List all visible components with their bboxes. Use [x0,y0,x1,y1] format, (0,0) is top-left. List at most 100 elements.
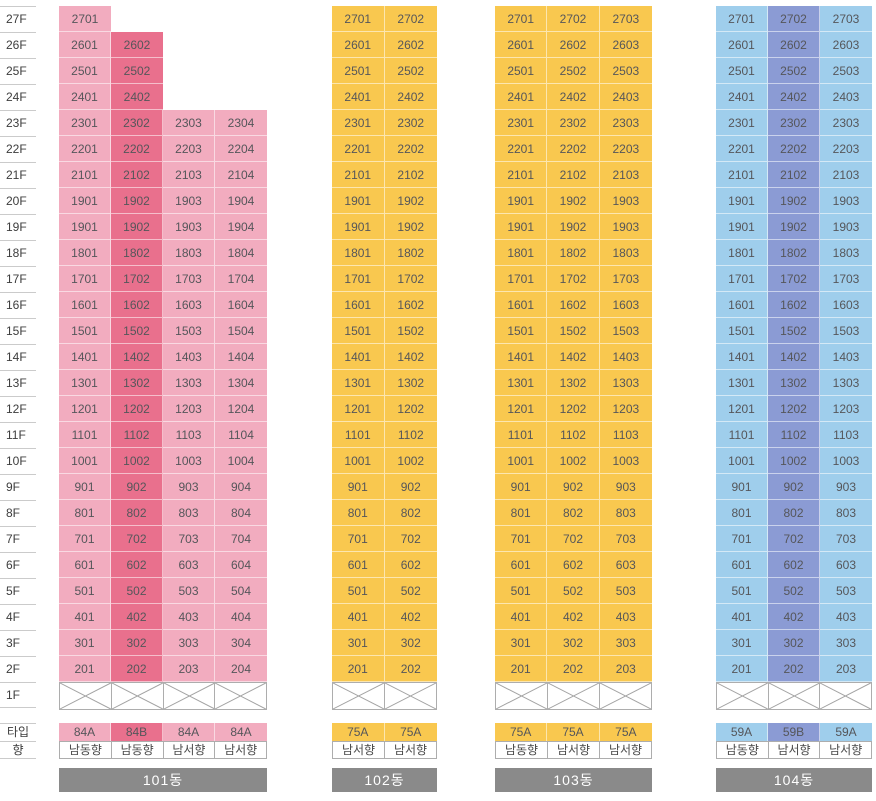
unit-cell-101-702[interactable]: 702 [111,526,163,552]
unit-cell-103-603[interactable]: 603 [599,552,652,578]
unit-cell-101-1601[interactable]: 1601 [59,292,111,318]
unit-cell-102-2501[interactable]: 2501 [332,58,385,84]
unit-cell-102-1601[interactable]: 1601 [332,292,385,318]
unit-cell-104-403[interactable]: 403 [820,604,872,630]
unit-cell-101-1803[interactable]: 1803 [163,240,215,266]
unit-cell-104-1101[interactable]: 1101 [716,422,768,448]
unit-cell-104-802[interactable]: 802 [768,500,820,526]
unit-cell-103-1101[interactable]: 1101 [495,422,548,448]
unit-cell-102-801[interactable]: 801 [332,500,385,526]
unit-cell-103-202[interactable]: 202 [547,656,600,682]
unit-cell-102-2402[interactable]: 2402 [384,84,437,110]
unit-cell-104-2503[interactable]: 2503 [820,58,872,84]
unit-cell-103-1102[interactable]: 1102 [547,422,600,448]
unit-cell-104-2202[interactable]: 2202 [768,136,820,162]
unit-cell-101-1701[interactable]: 1701 [59,266,111,292]
unit-cell-104-503[interactable]: 503 [820,578,872,604]
unit-cell-103-1902[interactable]: 1902 [547,188,600,214]
unit-cell-104-701[interactable]: 701 [716,526,768,552]
unit-cell-104-602[interactable]: 602 [768,552,820,578]
unit-cell-103-1302[interactable]: 1302 [547,370,600,396]
unit-cell-104-1003[interactable]: 1003 [820,448,872,474]
unit-cell-103-2203[interactable]: 2203 [599,136,652,162]
unit-cell-102-1501[interactable]: 1501 [332,318,385,344]
unit-cell-101-1404[interactable]: 1404 [215,344,267,370]
unit-cell-104-1701[interactable]: 1701 [716,266,768,292]
unit-cell-103-1601[interactable]: 1601 [495,292,548,318]
unit-cell-104-2602[interactable]: 2602 [768,32,820,58]
unit-cell-101-2204[interactable]: 2204 [215,136,267,162]
unit-cell-101-2303[interactable]: 2303 [163,110,215,136]
unit-cell-104-1501[interactable]: 1501 [716,318,768,344]
unit-cell-102-1102[interactable]: 1102 [384,422,437,448]
unit-cell-101-1102[interactable]: 1102 [111,422,163,448]
unit-cell-101-1902[interactable]: 1902 [111,214,163,240]
unit-cell-101-1903[interactable]: 1903 [163,188,215,214]
unit-cell-101-1403[interactable]: 1403 [163,344,215,370]
unit-cell-103-2401[interactable]: 2401 [495,84,548,110]
unit-cell-103-2703[interactable]: 2703 [599,6,652,32]
unit-cell-104-203[interactable]: 203 [820,656,872,682]
unit-cell-104-1601[interactable]: 1601 [716,292,768,318]
unit-cell-102-1902[interactable]: 1902 [384,214,437,240]
unit-cell-104-603[interactable]: 603 [820,552,872,578]
unit-cell-101-1201[interactable]: 1201 [59,396,111,422]
unit-cell-104-1302[interactable]: 1302 [768,370,820,396]
unit-cell-102-2302[interactable]: 2302 [384,110,437,136]
unit-cell-102-802[interactable]: 802 [384,500,437,526]
unit-cell-104-1403[interactable]: 1403 [820,344,872,370]
unit-cell-101-1303[interactable]: 1303 [163,370,215,396]
unit-cell-102-1002[interactable]: 1002 [384,448,437,474]
unit-cell-101-2301[interactable]: 2301 [59,110,111,136]
unit-cell-103-503[interactable]: 503 [599,578,652,604]
unit-cell-102-401[interactable]: 401 [332,604,385,630]
unit-cell-103-2603[interactable]: 2603 [599,32,652,58]
unit-cell-102-1202[interactable]: 1202 [384,396,437,422]
unit-cell-103-1001[interactable]: 1001 [495,448,548,474]
unit-cell-103-1202[interactable]: 1202 [547,396,600,422]
unit-cell-102-2201[interactable]: 2201 [332,136,385,162]
unit-cell-104-2203[interactable]: 2203 [820,136,872,162]
unit-cell-102-1402[interactable]: 1402 [384,344,437,370]
unit-cell-103-502[interactable]: 502 [547,578,600,604]
unit-cell-103-1203[interactable]: 1203 [599,396,652,422]
unit-cell-103-303[interactable]: 303 [599,630,652,656]
unit-cell-102-202[interactable]: 202 [384,656,437,682]
unit-cell-103-902[interactable]: 902 [547,474,600,500]
unit-cell-104-1203[interactable]: 1203 [820,396,872,422]
unit-cell-104-202[interactable]: 202 [768,656,820,682]
unit-cell-103-1801[interactable]: 1801 [495,240,548,266]
unit-cell-101-1002[interactable]: 1002 [111,448,163,474]
unit-cell-104-2103[interactable]: 2103 [820,162,872,188]
unit-cell-102-2601[interactable]: 2601 [332,32,385,58]
unit-cell-101-2602[interactable]: 2602 [111,32,163,58]
unit-cell-101-1101[interactable]: 1101 [59,422,111,448]
unit-cell-101-1301[interactable]: 1301 [59,370,111,396]
unit-cell-101-1703[interactable]: 1703 [163,266,215,292]
unit-cell-102-402[interactable]: 402 [384,604,437,630]
unit-cell-101-1004[interactable]: 1004 [215,448,267,474]
unit-cell-101-902[interactable]: 902 [111,474,163,500]
unit-cell-101-2304[interactable]: 2304 [215,110,267,136]
unit-cell-103-2201[interactable]: 2201 [495,136,548,162]
unit-cell-103-203[interactable]: 203 [599,656,652,682]
unit-cell-104-902[interactable]: 902 [768,474,820,500]
unit-cell-102-2202[interactable]: 2202 [384,136,437,162]
unit-cell-104-2501[interactable]: 2501 [716,58,768,84]
unit-cell-102-2602[interactable]: 2602 [384,32,437,58]
unit-cell-101-801[interactable]: 801 [59,500,111,526]
unit-cell-101-1402[interactable]: 1402 [111,344,163,370]
unit-cell-104-2601[interactable]: 2601 [716,32,768,58]
unit-cell-101-204[interactable]: 204 [215,656,267,682]
unit-cell-101-501[interactable]: 501 [59,578,111,604]
unit-cell-102-302[interactable]: 302 [384,630,437,656]
unit-cell-101-2402[interactable]: 2402 [111,84,163,110]
unit-cell-102-2301[interactable]: 2301 [332,110,385,136]
unit-cell-101-404[interactable]: 404 [215,604,267,630]
unit-cell-101-804[interactable]: 804 [215,500,267,526]
unit-cell-102-1502[interactable]: 1502 [384,318,437,344]
unit-cell-101-1604[interactable]: 1604 [215,292,267,318]
unit-cell-102-1001[interactable]: 1001 [332,448,385,474]
unit-cell-102-2701[interactable]: 2701 [332,6,385,32]
unit-cell-104-2401[interactable]: 2401 [716,84,768,110]
